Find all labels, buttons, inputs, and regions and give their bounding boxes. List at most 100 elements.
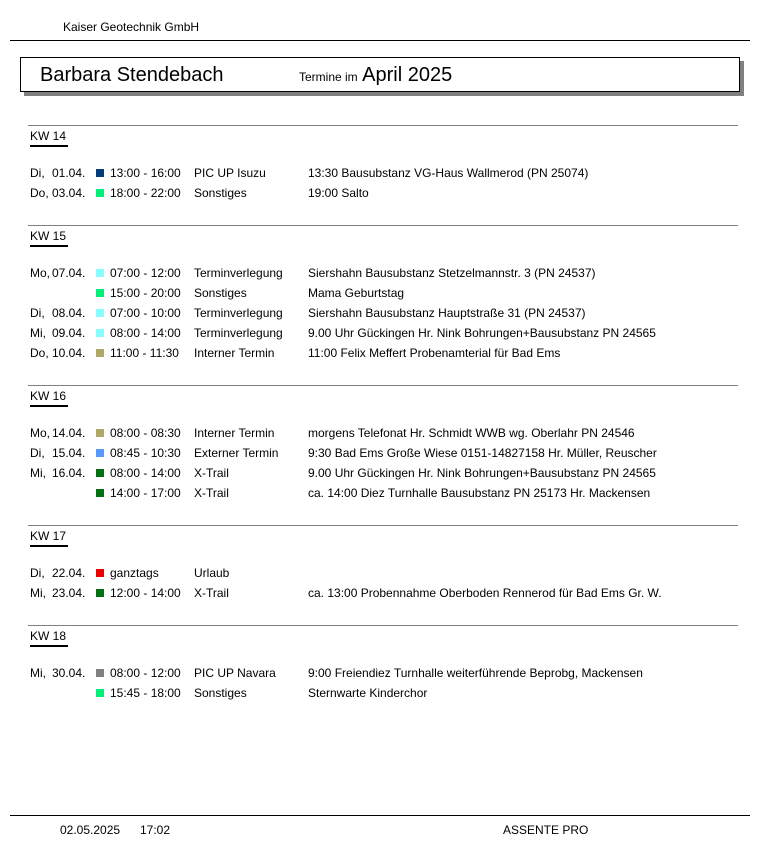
period-prefix: Termine im xyxy=(299,70,358,84)
week-header: KW 16 xyxy=(28,386,738,423)
appointment-description: Sternwarte Kinderchor xyxy=(308,686,428,700)
appointment-description: ca. 14:00 Diez Turnhalle Bausubstanz PN … xyxy=(308,486,651,500)
appointment-description: 9.00 Uhr Gückingen Hr. Nink Bohrungen+Ba… xyxy=(308,466,656,480)
appointment-row: Di, 22.04. ganztags Urlaub xyxy=(28,563,738,583)
appointment-row: Mi, 30.04. 08:00 - 12:00 PIC UP Navara 9… xyxy=(28,663,738,683)
time-range: 18:00 - 22:00 xyxy=(110,186,181,200)
week-header: KW 14 xyxy=(28,126,738,163)
appointment-description: Mama Geburtstag xyxy=(308,286,405,300)
category-color-icon xyxy=(96,169,104,177)
appointment-row: Mi, 09.04. 08:00 - 14:00 Terminverlegung… xyxy=(28,323,738,343)
week-section: KW 15 Mo, 07.04. 07:00 - 12:00 Terminverl… xyxy=(28,225,738,385)
appointment-row: Di, 01.04. 13:00 - 16:00 PIC UP Isuzu 13… xyxy=(28,163,738,183)
time-range: 14:00 - 17:00 xyxy=(110,486,181,500)
appointment-row: 15:00 - 20:00 Sonstiges Mama Geburtstag xyxy=(28,283,738,303)
weekday: Mi, xyxy=(30,326,46,340)
time-range: 11:00 - 11:30 xyxy=(110,346,179,360)
time-range: 13:00 - 16:00 xyxy=(110,166,181,180)
appointment-row: Mi, 23.04. 12:00 - 14:00 X-Trail ca. 13:… xyxy=(28,583,738,603)
title-box: Barbara Stendebach Termine im April 2025 xyxy=(20,57,740,92)
date: 03.04. xyxy=(52,186,86,200)
app-name: ASSENTE PRO xyxy=(503,823,589,837)
appointment-description: Siershahn Bausubstanz Hauptstraße 31 (PN… xyxy=(308,306,586,320)
appointment-type: X-Trail xyxy=(194,586,229,600)
appointment-type: Terminverlegung xyxy=(194,306,283,320)
appointment-row: Mi, 16.04. 08:00 - 14:00 X-Trail 9.00 Uh… xyxy=(28,463,738,483)
period-title: Termine im April 2025 xyxy=(299,64,452,87)
person-name: Barbara Stendebach xyxy=(40,64,224,86)
time-range: ganztags xyxy=(110,566,159,580)
footer-divider xyxy=(10,815,750,816)
week-header: KW 17 xyxy=(28,526,738,563)
appointment-description: 11:00 Felix Meffert Probenamterial für B… xyxy=(308,346,561,360)
appointment-description: ca. 13:00 Probennahme Oberboden Rennerod… xyxy=(308,586,662,600)
date: 01.04. xyxy=(52,166,86,180)
appointment-row: 14:00 - 17:00 X-Trail ca. 14:00 Diez Tur… xyxy=(28,483,738,503)
appointment-description: 9:00 Freiendiez Turnhalle weiterführende… xyxy=(308,666,643,680)
weekday: Di, xyxy=(30,446,45,460)
time-range: 08:00 - 14:00 xyxy=(110,326,181,340)
week-section: KW 18 Mi, 30.04. 08:00 - 12:00 PIC UP Nav… xyxy=(28,625,738,725)
weekday: Mi, xyxy=(30,586,46,600)
period-month: April 2025 xyxy=(362,64,453,86)
appointment-description: 13:30 Bausubstanz VG-Haus Wallmerod (PN … xyxy=(308,166,589,180)
category-color-icon xyxy=(96,349,104,357)
time-range: 07:00 - 10:00 xyxy=(110,306,181,320)
appointment-type: Terminverlegung xyxy=(194,266,283,280)
category-color-icon xyxy=(96,669,104,677)
category-color-icon xyxy=(96,289,104,297)
time-range: 15:45 - 18:00 xyxy=(110,686,181,700)
date: 10.04. xyxy=(52,346,86,360)
week-label: KW 17 xyxy=(30,529,69,547)
date: 30.04. xyxy=(52,666,86,680)
header-divider xyxy=(10,40,750,41)
appointment-row: Mo, 07.04. 07:00 - 12:00 Terminverlegung… xyxy=(28,263,738,283)
category-color-icon xyxy=(96,269,104,277)
time-range: 08:00 - 12:00 xyxy=(110,666,181,680)
date: 14.04. xyxy=(52,426,86,440)
date: 07.04. xyxy=(52,266,86,280)
time-range: 15:00 - 20:00 xyxy=(110,286,181,300)
appointment-type: X-Trail xyxy=(194,466,229,480)
appointment-type: PIC UP Navara xyxy=(194,666,276,680)
week-header: KW 18 xyxy=(28,626,738,663)
category-color-icon xyxy=(96,189,104,197)
appointment-description: morgens Telefonat Hr. Schmidt WWB wg. Ob… xyxy=(308,426,635,440)
appointment-type: Urlaub xyxy=(194,566,230,580)
category-color-icon xyxy=(96,589,104,597)
weekday: Di, xyxy=(30,166,45,180)
week-sections: KW 14 Di, 01.04. 13:00 - 16:00 PIC UP Isu… xyxy=(28,125,738,725)
week-section: KW 16 Mo, 14.04. 08:00 - 08:30 Interner T… xyxy=(28,385,738,525)
weekday: Mi, xyxy=(30,466,46,480)
category-color-icon xyxy=(96,429,104,437)
date: 15.04. xyxy=(52,446,86,460)
appointment-row: 15:45 - 18:00 Sonstiges Sternwarte Kinde… xyxy=(28,683,738,703)
week-label: KW 16 xyxy=(30,389,69,407)
appointment-row: Mo, 14.04. 08:00 - 08:30 Interner Termin… xyxy=(28,423,738,443)
category-color-icon xyxy=(96,329,104,337)
week-header: KW 15 xyxy=(28,226,738,263)
date: 23.04. xyxy=(52,586,86,600)
appointment-type: PIC UP Isuzu xyxy=(194,166,266,180)
time-range: 08:45 - 10:30 xyxy=(110,446,181,460)
appointment-row: Do, 10.04. 11:00 - 11:30 Interner Termin… xyxy=(28,343,738,363)
appointment-type: X-Trail xyxy=(194,486,229,500)
weekday: Do, xyxy=(30,346,49,360)
appointment-type: Sonstiges xyxy=(194,686,247,700)
week-section: KW 14 Di, 01.04. 13:00 - 16:00 PIC UP Isu… xyxy=(28,125,738,225)
appointment-type: Externer Termin xyxy=(194,446,279,460)
appointment-type: Interner Termin xyxy=(194,346,275,360)
print-time: 17:02 xyxy=(140,823,171,837)
category-color-icon xyxy=(96,489,104,497)
appointment-type: Sonstiges xyxy=(194,286,247,300)
appointment-type: Terminverlegung xyxy=(194,326,283,340)
week-label: KW 18 xyxy=(30,629,69,647)
date: 22.04. xyxy=(52,566,86,580)
company-name: Kaiser Geotechnik GmbH xyxy=(63,20,200,34)
print-date: 02.05.2025 xyxy=(60,823,121,837)
weekday: Mi, xyxy=(30,666,46,680)
date: 08.04. xyxy=(52,306,86,320)
category-color-icon xyxy=(96,449,104,457)
category-color-icon xyxy=(96,469,104,477)
